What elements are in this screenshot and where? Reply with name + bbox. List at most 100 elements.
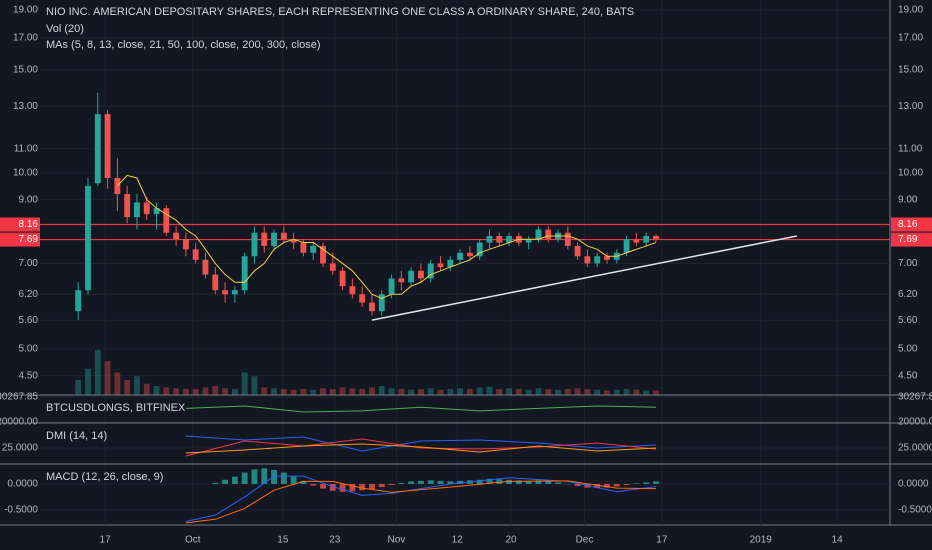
y-tick-label: 15.00 [898, 65, 923, 76]
candle-body [476, 242, 483, 257]
histogram-bar [623, 483, 630, 485]
candle-body [447, 259, 454, 268]
x-tick-label: 20 [505, 535, 517, 546]
pane-title: MACD (12, 26, close, 9) [46, 471, 163, 483]
candle-body [163, 208, 170, 233]
histogram-bar [398, 482, 405, 484]
volume-bar [378, 386, 385, 395]
level-label-box [891, 232, 932, 247]
y-tick-label: 17.00 [13, 33, 38, 44]
y-tick-label: 13.00 [898, 101, 923, 112]
volume-bar [457, 388, 464, 395]
histogram-bar [349, 483, 356, 492]
volume-bar [134, 376, 140, 395]
volume-bar [486, 386, 493, 395]
level-label: 7.69 [898, 234, 918, 245]
series-line [185, 475, 657, 522]
candle-body [604, 256, 610, 260]
indicator-label: Vol (20) [46, 23, 84, 35]
candle-body [466, 252, 473, 257]
volume-bar [329, 389, 336, 395]
candle-body [104, 114, 111, 178]
y-tick-label: 0.0000 [7, 479, 38, 490]
y-tick-label: 9.00 [19, 194, 39, 205]
volume-bar [231, 389, 238, 395]
histogram-bar [251, 469, 258, 484]
x-tick-label: 15 [277, 535, 289, 546]
candle-body [359, 294, 366, 303]
candle-body [85, 185, 91, 291]
histogram-bar [535, 480, 542, 484]
volume-bar [212, 386, 219, 395]
x-tick-label: Oct [185, 535, 201, 546]
volume-bar [320, 388, 326, 395]
histogram-bar [653, 481, 659, 484]
histogram-bar [359, 483, 366, 491]
volume-bar [555, 389, 561, 395]
pane-title: BTCUSDLONGS, BITFINEX [46, 402, 186, 414]
candle-body [486, 235, 493, 243]
y-tick-label: 15.00 [13, 65, 38, 76]
volume-bar [437, 389, 444, 395]
x-tick-label: 23 [329, 535, 341, 546]
volume-bar [447, 389, 454, 395]
volume-bar [192, 389, 199, 395]
candle-body [134, 202, 140, 218]
volume-bar [310, 389, 317, 395]
volume-bar [408, 389, 415, 395]
candle-body [653, 235, 659, 240]
volume-bar [545, 389, 552, 395]
volume-bar [202, 387, 209, 395]
x-tick-label: 14 [832, 535, 844, 546]
level-label-box [0, 232, 40, 247]
histogram-bar [369, 483, 375, 490]
pane-title: DMI (14, 14) [46, 430, 107, 442]
volume-bar [623, 389, 630, 395]
level-label-box [891, 217, 932, 232]
volume-bar [506, 388, 513, 395]
histogram-bar [437, 480, 444, 484]
candle-body [457, 252, 464, 260]
volume-bar [427, 388, 434, 395]
y-tick-label: 7.00 [19, 258, 39, 269]
x-tick-label: 17 [100, 535, 112, 546]
candle-body [525, 239, 532, 243]
level-label-box [0, 217, 40, 232]
volume-bar [251, 376, 258, 395]
volume-bar [261, 387, 268, 395]
volume-bar [300, 389, 307, 395]
y-tick-label: 20000.00 [898, 416, 932, 427]
volume-bar [94, 350, 101, 395]
series-line [185, 480, 656, 524]
histogram-bar [231, 476, 238, 484]
level-label: 7.69 [19, 234, 39, 245]
y-tick-label: 4.50 [898, 370, 918, 381]
volume-bar [222, 388, 229, 395]
histogram-bar [555, 482, 561, 484]
histogram-bar [633, 483, 640, 484]
candle-body [574, 245, 581, 257]
candle-body [300, 242, 307, 253]
y-tick-label: 6.20 [898, 289, 918, 300]
series-line [185, 438, 657, 457]
histogram-bar [613, 483, 620, 487]
candle-body [231, 290, 238, 295]
candle-body [349, 286, 356, 295]
candle-body [378, 294, 385, 312]
y-tick-label: 4.50 [19, 370, 39, 381]
volume-bar [143, 383, 150, 395]
candle-body [114, 177, 121, 195]
candle-body [388, 278, 395, 295]
volume-bar [241, 372, 248, 395]
histogram-bar [280, 472, 287, 484]
candle-body [310, 245, 317, 253]
candle-body [153, 208, 160, 215]
candle-body [496, 235, 503, 243]
volume-bar [584, 389, 591, 395]
volume-bar [525, 389, 532, 395]
histogram-bar [271, 469, 277, 484]
volume-bar [398, 389, 405, 395]
histogram-bar [506, 479, 513, 484]
